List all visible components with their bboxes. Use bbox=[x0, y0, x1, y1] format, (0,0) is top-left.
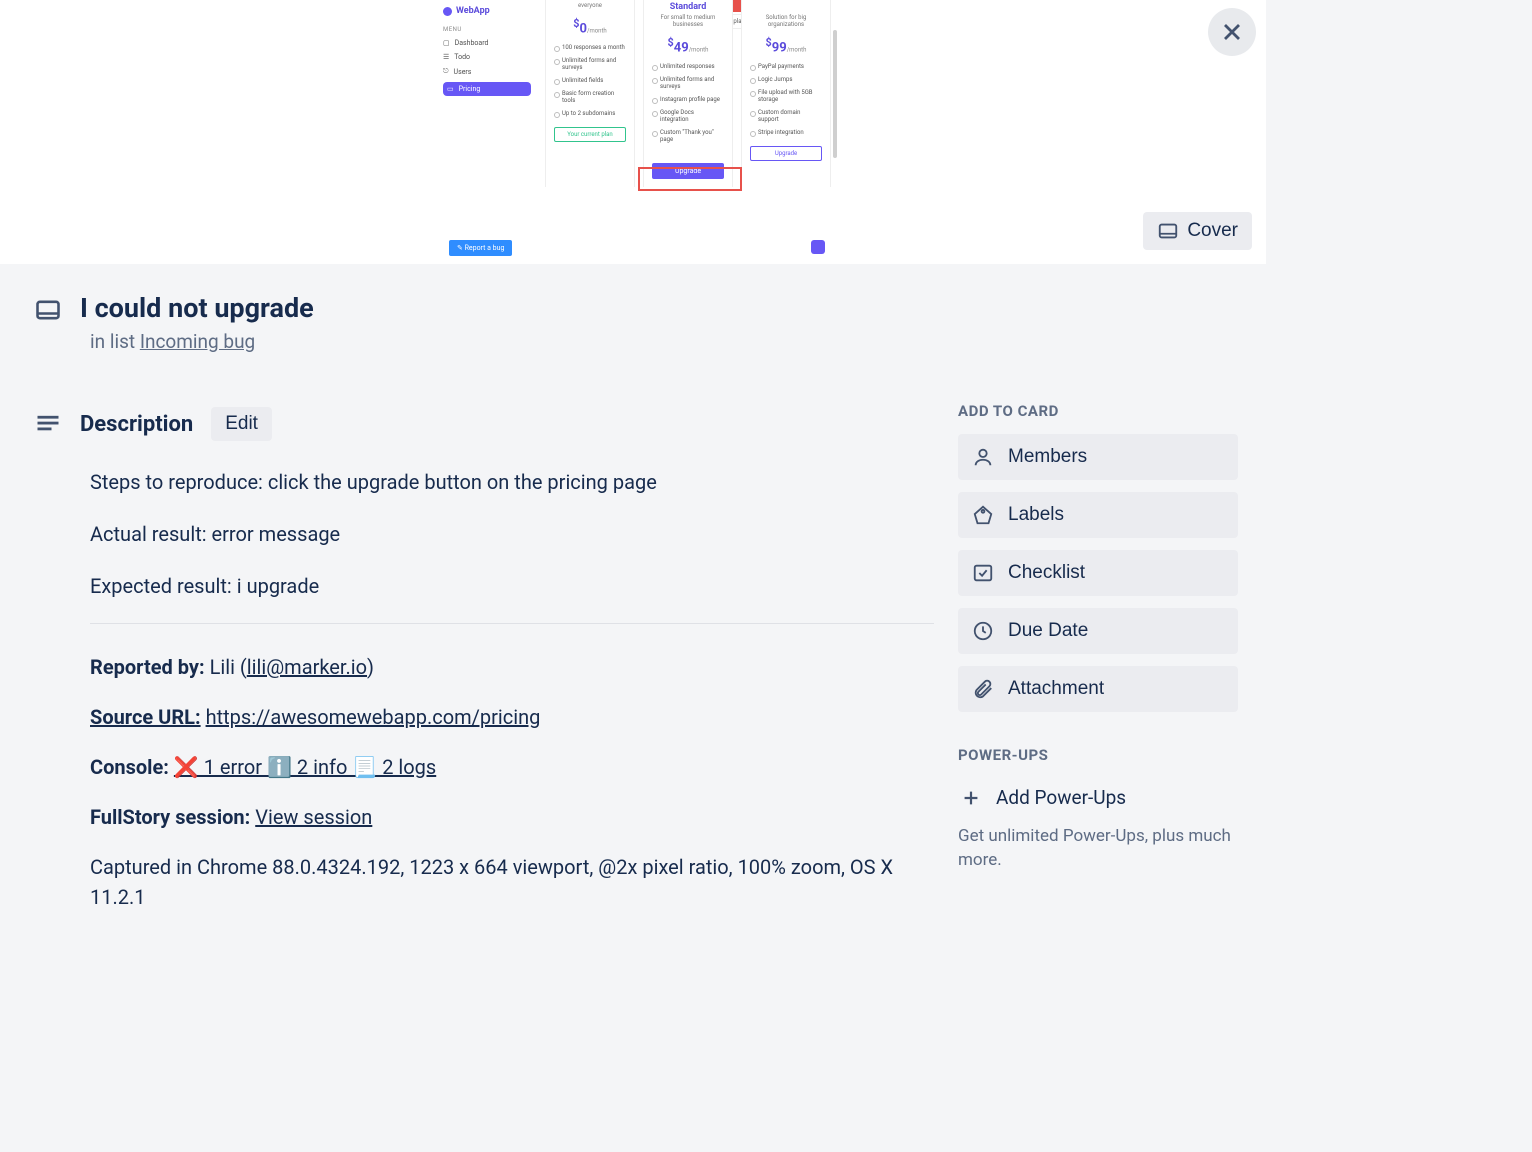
clock-icon bbox=[972, 620, 994, 642]
console-link[interactable]: ❌ 1 error ℹ️ 2 info 📃 2 logs bbox=[174, 755, 436, 779]
card-title[interactable]: I could not upgrade bbox=[80, 292, 314, 324]
plus-icon bbox=[960, 787, 982, 809]
annotation-redbox bbox=[638, 167, 742, 191]
labels-icon bbox=[972, 504, 994, 526]
powerups-label: POWER-UPS bbox=[958, 746, 1238, 764]
labels-button[interactable]: Labels bbox=[958, 492, 1238, 538]
cover-button[interactable]: Cover bbox=[1143, 212, 1252, 250]
description-body[interactable]: Steps to reproduce: click the upgrade bu… bbox=[90, 467, 934, 912]
close-icon bbox=[1218, 18, 1246, 46]
list-link[interactable]: Incoming bug bbox=[140, 330, 255, 353]
captured-info: Captured in Chrome 88.0.4324.192, 1223 x… bbox=[90, 852, 934, 912]
attachment-icon bbox=[972, 678, 994, 700]
members-button[interactable]: Members bbox=[958, 434, 1238, 480]
reported-by: Reported by: Lili (lili@marker.io) bbox=[90, 652, 934, 682]
shot-fab bbox=[811, 240, 825, 254]
shot-main: → Error× Could not upgrade plan. everyon… bbox=[539, 0, 831, 264]
shot-logo: WebApp bbox=[443, 6, 531, 16]
fullstory: FullStory session: View session bbox=[90, 802, 934, 832]
shot-nav-todo: ☰ Todo bbox=[443, 53, 531, 61]
description-icon bbox=[34, 410, 62, 438]
console: Console: ❌ 1 error ℹ️ 2 info 📃 2 logs bbox=[90, 752, 934, 782]
reporter-email-link[interactable]: lili@marker.io bbox=[247, 655, 367, 679]
powerups-description: Get unlimited Power-Ups, plus much more. bbox=[958, 825, 1238, 873]
close-button[interactable] bbox=[1208, 8, 1256, 56]
attachment-button[interactable]: Attachment bbox=[958, 666, 1238, 712]
shot-menu-label: MENU bbox=[443, 26, 531, 33]
add-powerups-button[interactable]: Add Power-Ups bbox=[958, 778, 1238, 817]
checklist-icon bbox=[972, 562, 994, 584]
due-date-button[interactable]: Due Date bbox=[958, 608, 1238, 654]
shot-nav-pricing: ▭ Pricing bbox=[443, 82, 531, 96]
edit-description-button[interactable]: Edit bbox=[211, 407, 272, 441]
source-url-link[interactable]: https://awesomewebapp.com/pricing bbox=[206, 705, 541, 729]
divider bbox=[90, 623, 934, 624]
plan-standard: Standard For small to medium businesses … bbox=[643, 0, 733, 187]
plan-enterprise: . Solution for big organizations $99/mon… bbox=[741, 0, 831, 187]
shot-nav-dashboard: ▢ Dashboard bbox=[443, 39, 531, 47]
shot-scrollbar bbox=[833, 30, 837, 158]
card-icon bbox=[34, 296, 62, 324]
description-heading: Description bbox=[80, 412, 193, 437]
shot-report-bug: ✎ Report a bug bbox=[449, 240, 512, 256]
checklist-button[interactable]: Checklist bbox=[958, 550, 1238, 596]
steps-text: Steps to reproduce: click the upgrade bu… bbox=[90, 467, 934, 497]
actual-text: Actual result: error message bbox=[90, 519, 934, 549]
shot-plans: everyone $0/month 100 responses a month … bbox=[545, 0, 831, 187]
cover-icon bbox=[1157, 220, 1179, 242]
cover-screenshot[interactable]: WebApp MENU ▢ Dashboard ☰ Todo ⎋ Users ▭… bbox=[435, 0, 831, 264]
source-url: Source URL: https://awesomewebapp.com/pr… bbox=[90, 702, 934, 732]
fullstory-link[interactable]: View session bbox=[255, 805, 372, 829]
shot-nav-users: ⎋ Users bbox=[443, 67, 531, 76]
cover-area: Cover WebApp MENU ▢ Dashboard ☰ Todo ⎋ U… bbox=[0, 0, 1266, 264]
cover-label: Cover bbox=[1187, 220, 1238, 242]
plan-free: everyone $0/month 100 responses a month … bbox=[545, 0, 635, 187]
expected-text: Expected result: i upgrade bbox=[90, 571, 934, 601]
in-list: in list Incoming bug bbox=[90, 330, 934, 353]
add-to-card-label: ADD TO CARD bbox=[958, 402, 1238, 420]
shot-sidebar: WebApp MENU ▢ Dashboard ☰ Todo ⎋ Users ▭… bbox=[435, 0, 539, 264]
members-icon bbox=[972, 446, 994, 468]
